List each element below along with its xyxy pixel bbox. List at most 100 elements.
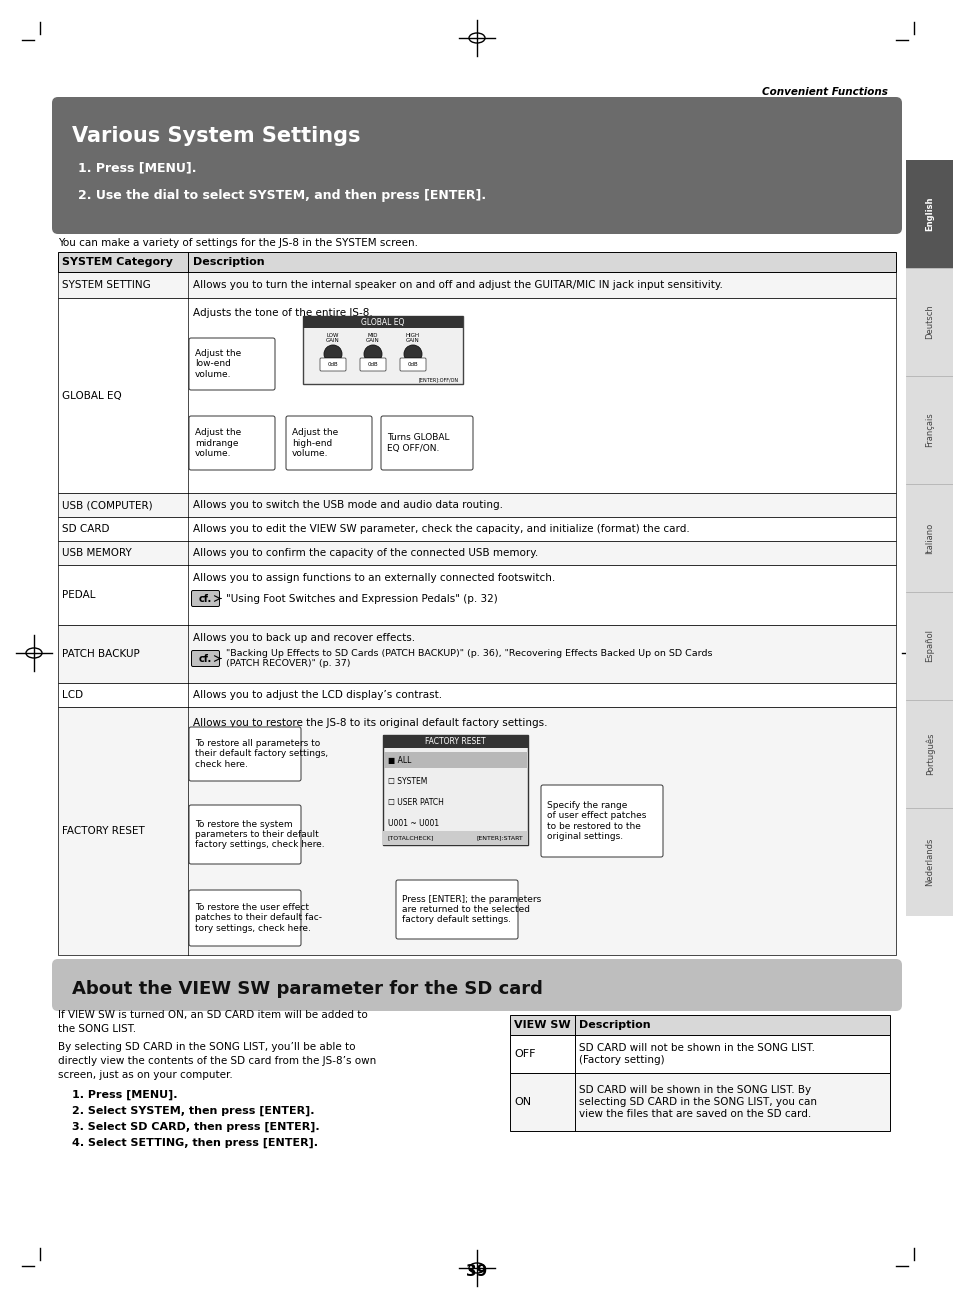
Text: SYSTEM SETTING: SYSTEM SETTING: [62, 279, 151, 290]
Text: SD CARD: SD CARD: [62, 524, 110, 534]
Text: U001 ~ U001: U001 ~ U001: [388, 819, 438, 828]
FancyBboxPatch shape: [52, 959, 901, 1011]
Text: FACTORY RESET: FACTORY RESET: [425, 737, 485, 746]
Bar: [382, 735, 527, 748]
FancyBboxPatch shape: [359, 358, 386, 371]
Text: English: English: [924, 197, 934, 231]
FancyBboxPatch shape: [286, 417, 372, 470]
Bar: [510, 1034, 889, 1074]
Text: Press [ENTER]; the parameters
are returned to the selected
factory default setti: Press [ENTER]; the parameters are return…: [401, 895, 540, 925]
Text: Adjust the
midrange
volume.: Adjust the midrange volume.: [194, 428, 241, 458]
Text: VIEW SW: VIEW SW: [514, 1020, 570, 1030]
Text: LCD: LCD: [62, 690, 83, 700]
Text: Turns GLOBAL
EQ OFF/ON.: Turns GLOBAL EQ OFF/ON.: [387, 434, 449, 453]
Text: "Backing Up Effects to SD Cards (PATCH BACKUP)" (p. 36), "Recovering Effects Bac: "Backing Up Effects to SD Cards (PATCH B…: [226, 649, 712, 669]
Text: PATCH BACKUP: PATCH BACKUP: [62, 649, 139, 660]
Text: Nederlands: Nederlands: [924, 838, 934, 887]
Text: Português: Português: [924, 733, 934, 776]
Text: SD CARD will be shown in the SONG LIST. By
selecting SD CARD in the SONG LIST, y: SD CARD will be shown in the SONG LIST. …: [578, 1085, 816, 1119]
Bar: [510, 1015, 889, 1034]
Text: FACTORY RESET: FACTORY RESET: [62, 825, 145, 836]
Bar: [303, 316, 462, 384]
FancyBboxPatch shape: [319, 358, 346, 371]
Bar: [905, 485, 953, 592]
Text: GLOBAL EQ: GLOBAL EQ: [361, 317, 404, 326]
FancyBboxPatch shape: [189, 338, 274, 390]
Text: Allows you to edit the VIEW SW parameter, check the capacity, and initialize (fo: Allows you to edit the VIEW SW parameter…: [193, 524, 689, 534]
Text: SYSTEM Category: SYSTEM Category: [62, 257, 172, 266]
Text: MID
GAIN: MID GAIN: [366, 333, 379, 343]
FancyBboxPatch shape: [189, 804, 301, 865]
Text: directly view the contents of the SD card from the JS-8’s own: directly view the contents of the SD car…: [58, 1057, 375, 1066]
Text: "Using Foot Switches and Expression Pedals" (p. 32): "Using Foot Switches and Expression Peda…: [226, 593, 497, 603]
Text: [ENTER]:START: [ENTER]:START: [476, 836, 522, 841]
Text: cf.: cf.: [198, 653, 212, 663]
Text: cf.: cf.: [198, 593, 212, 603]
Text: Italiano: Italiano: [924, 522, 934, 554]
FancyBboxPatch shape: [192, 650, 219, 666]
Bar: [58, 252, 895, 272]
Text: To restore the user effect
patches to their default fac-
tory settings, check he: To restore the user effect patches to th…: [194, 904, 322, 932]
Bar: [58, 517, 895, 541]
Text: You can make a variety of settings for the JS-8 in the SYSTEM screen.: You can make a variety of settings for t…: [58, 238, 417, 248]
Text: To restore all parameters to
their default factory settings,
check here.: To restore all parameters to their defau…: [194, 739, 328, 769]
Text: Adjust the
low-end
volume.: Adjust the low-end volume.: [194, 349, 241, 379]
FancyBboxPatch shape: [395, 880, 517, 939]
Text: OFF: OFF: [514, 1049, 535, 1059]
Circle shape: [403, 345, 421, 363]
Text: Español: Español: [924, 629, 934, 662]
Text: Allows you to turn the internal speaker on and off and adjust the GUITAR/MIC IN : Allows you to turn the internal speaker …: [193, 279, 722, 290]
FancyBboxPatch shape: [399, 358, 426, 371]
Bar: [58, 707, 895, 955]
Text: GLOBAL EQ: GLOBAL EQ: [62, 390, 122, 401]
Bar: [905, 592, 953, 700]
Text: About the VIEW SW parameter for the SD card: About the VIEW SW parameter for the SD c…: [71, 980, 542, 998]
Text: Specify the range
of user effect patches
to be restored to the
original settings: Specify the range of user effect patches…: [546, 801, 646, 841]
Text: screen, just as on your computer.: screen, just as on your computer.: [58, 1070, 233, 1080]
Bar: [905, 376, 953, 485]
Text: 0dB: 0dB: [407, 362, 417, 367]
Bar: [382, 831, 527, 845]
Text: Allows you to restore the JS-8 to its original default factory settings.: Allows you to restore the JS-8 to its or…: [193, 718, 547, 727]
Text: If VIEW SW is turned ON, an SD CARD item will be added to: If VIEW SW is turned ON, an SD CARD item…: [58, 1010, 367, 1020]
Bar: [58, 272, 895, 298]
Bar: [58, 683, 895, 707]
Bar: [905, 161, 953, 268]
Text: 1. Press [MENU].: 1. Press [MENU].: [71, 1091, 177, 1100]
Circle shape: [324, 345, 341, 363]
FancyBboxPatch shape: [189, 889, 301, 946]
Text: LOW
GAIN: LOW GAIN: [326, 333, 339, 343]
Text: 4. Select SETTING, then press [ENTER].: 4. Select SETTING, then press [ENTER].: [71, 1138, 317, 1148]
Bar: [905, 268, 953, 376]
Bar: [303, 316, 462, 328]
Text: SD CARD will not be shown in the SONG LIST.
(Factory setting): SD CARD will not be shown in the SONG LI…: [578, 1043, 814, 1064]
Text: Various System Settings: Various System Settings: [71, 125, 360, 146]
Text: PEDAL: PEDAL: [62, 590, 95, 599]
Circle shape: [364, 345, 381, 363]
Text: Description: Description: [578, 1020, 650, 1030]
Text: Adjusts the tone of the entire JS-8.: Adjusts the tone of the entire JS-8.: [193, 308, 373, 317]
Text: Allows you to adjust the LCD display’s contrast.: Allows you to adjust the LCD display’s c…: [193, 690, 441, 700]
Text: To restore the system
parameters to their default
factory settings, check here.: To restore the system parameters to thei…: [194, 820, 324, 849]
Text: ☐ USER PATCH: ☐ USER PATCH: [388, 798, 443, 807]
Text: Adjust the
high-end
volume.: Adjust the high-end volume.: [292, 428, 338, 458]
Text: 2. Use the dial to select SYSTEM, and then press [ENTER].: 2. Use the dial to select SYSTEM, and th…: [78, 189, 486, 202]
Text: 2. Select SYSTEM, then press [ENTER].: 2. Select SYSTEM, then press [ENTER].: [71, 1106, 314, 1117]
Bar: [905, 700, 953, 808]
Text: Deutsch: Deutsch: [924, 304, 934, 340]
Text: Allows you to switch the USB mode and audio data routing.: Allows you to switch the USB mode and au…: [193, 500, 502, 511]
Text: 1. Press [MENU].: 1. Press [MENU].: [78, 162, 196, 175]
Text: [ENTER]:OFF/ON: [ENTER]:OFF/ON: [418, 377, 458, 383]
Text: Convenient Functions: Convenient Functions: [761, 88, 887, 97]
FancyBboxPatch shape: [189, 727, 301, 781]
FancyBboxPatch shape: [192, 590, 219, 606]
FancyBboxPatch shape: [52, 97, 901, 234]
Text: HIGH
GAIN: HIGH GAIN: [406, 333, 419, 343]
Text: By selecting SD CARD in the SONG LIST, you’ll be able to: By selecting SD CARD in the SONG LIST, y…: [58, 1042, 355, 1053]
Bar: [58, 541, 895, 565]
Text: Allows you to confirm the capacity of the connected USB memory.: Allows you to confirm the capacity of th…: [193, 549, 537, 558]
Bar: [382, 735, 527, 845]
Text: ON: ON: [514, 1097, 531, 1107]
Text: ☐ SYSTEM: ☐ SYSTEM: [388, 777, 427, 785]
Text: 39: 39: [466, 1264, 487, 1280]
